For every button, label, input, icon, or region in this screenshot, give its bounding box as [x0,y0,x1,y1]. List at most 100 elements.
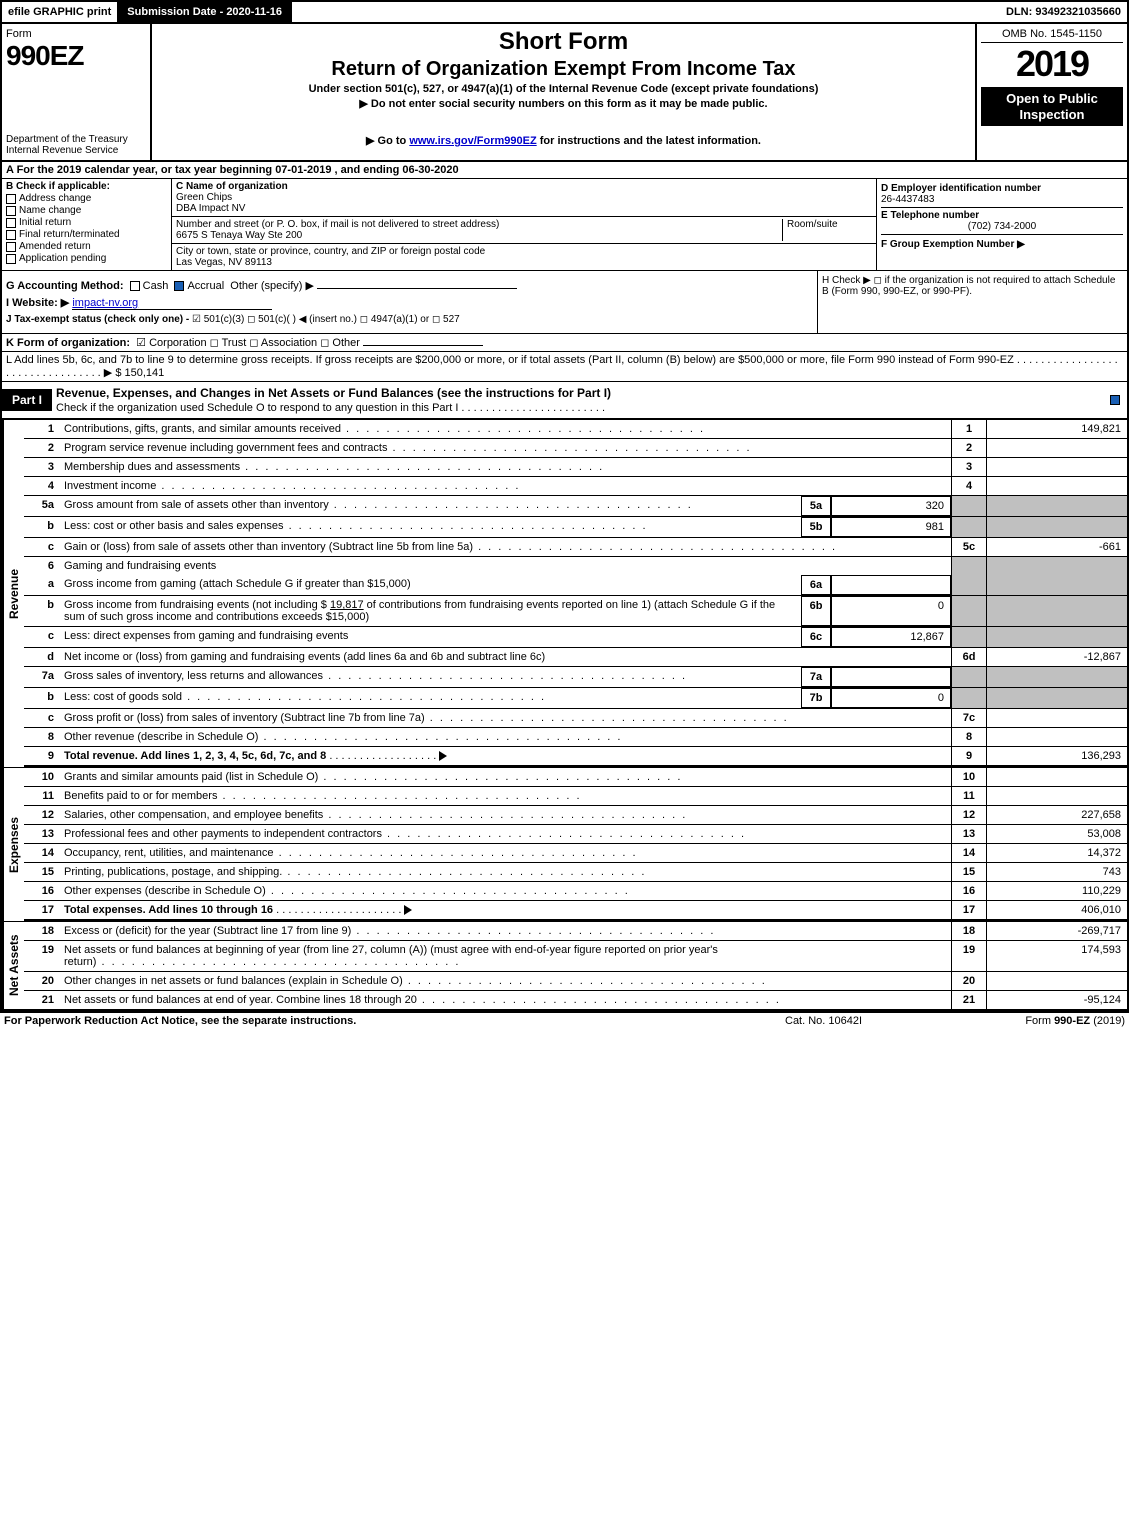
checkbox-icon[interactable] [6,206,16,216]
chk-label: Final return/terminated [19,229,120,240]
right-val-shaded [987,596,1127,626]
row-13: 13 Professional fees and other payments … [24,825,1127,844]
right-num: 7c [951,709,987,727]
mid-num: 7a [801,667,831,687]
right-num: 13 [951,825,987,843]
right-num: 19 [951,941,987,971]
line-num: 7a [24,667,60,687]
checkbox-icon[interactable] [6,230,16,240]
line-desc: Gain or (loss) from sale of assets other… [60,538,951,556]
line-num: 1 [24,420,60,438]
mid-num: 6a [801,575,831,595]
line-desc: Less: cost of goods sold [60,688,801,708]
org-name1: Green Chips [176,192,232,203]
row-15: 15 Printing, publications, postage, and … [24,863,1127,882]
row-6d: d Net income or (loss) from gaming and f… [24,648,1127,667]
right-num-shaded [951,496,987,516]
right-val: 227,658 [987,806,1127,824]
line-num: 14 [24,844,60,862]
line-g: G Accounting Method: Cash Accrual Other … [6,279,813,292]
checkbox-icon[interactable] [6,218,16,228]
checkbox-icon[interactable] [6,254,16,264]
line-desc: Gross amount from sale of assets other t… [60,496,801,516]
j-opts: ☑ 501(c)(3) ◻ 501(c)( ) ◀ (insert no.) ◻… [192,314,460,325]
right-val [987,477,1127,495]
checkbox-icon[interactable] [130,281,140,291]
room-label: Room/suite [787,219,838,230]
row-4: 4 Investment income 4 [24,477,1127,496]
mid-val [831,667,951,687]
website-link[interactable]: impact-nv.org [72,297,272,310]
box-def: D Employer identification number 26-4437… [877,179,1127,270]
goto-link[interactable]: www.irs.gov/Form990EZ [409,135,536,147]
g-accrual: Accrual [187,280,224,292]
page-footer: For Paperwork Reduction Act Notice, see … [0,1011,1129,1029]
row-7b: b Less: cost of goods sold 7b 0 [24,688,1127,709]
line-num: 6 [24,557,60,575]
triangle-icon [404,905,412,915]
right-val: -12,867 [987,648,1127,666]
mid-num: 6c [801,627,831,647]
right-num: 14 [951,844,987,862]
chk-final: Final return/terminated [6,229,167,240]
org-name-row: C Name of organization Green Chips DBA I… [172,179,876,217]
header-right: OMB No. 1545-1150 2019 Open to Public In… [977,24,1127,130]
right-val-shaded [987,557,1127,575]
mid-num: 5a [801,496,831,516]
checkbox-checked-icon[interactable] [1110,395,1120,405]
dept-label: Department of the Treasury [6,134,128,145]
line-desc: Gaming and fundraising events [60,557,951,575]
line-desc: Benefits paid to or for members [60,787,951,805]
line-a: A For the 2019 calendar year, or tax yea… [0,162,1129,179]
short-form-title: Short Form [156,28,971,56]
row-5c: c Gain or (loss) from sale of assets oth… [24,538,1127,557]
expenses-section: Expenses 10 Grants and similar amounts p… [0,768,1129,922]
checkbox-checked-icon[interactable] [174,281,184,291]
right-val: -661 [987,538,1127,556]
right-num: 11 [951,787,987,805]
row-5a: 5a Gross amount from sale of assets othe… [24,496,1127,517]
line-num: 4 [24,477,60,495]
line-num: 12 [24,806,60,824]
line-desc: Membership dues and assessments [60,458,951,476]
checkbox-icon[interactable] [6,194,16,204]
revenue-body: 1 Contributions, gifts, grants, and simi… [24,420,1127,767]
line-num: c [24,538,60,556]
right-num: 1 [951,420,987,438]
checkbox-icon[interactable] [6,242,16,252]
right-num-shaded [951,557,987,575]
line-k: K Form of organization: ☑ Corporation ◻ … [0,333,1129,351]
row-7c: c Gross profit or (loss) from sales of i… [24,709,1127,728]
k-other-input[interactable] [363,345,483,346]
g-other-input[interactable] [317,288,517,289]
i-label: I Website: ▶ [6,297,69,309]
goto-line: ▶ Go to www.irs.gov/Form990EZ for instru… [152,130,977,160]
right-val [987,709,1127,727]
line-desc: Excess or (deficit) for the year (Subtra… [60,922,951,940]
right-num-shaded [951,627,987,647]
addr-row: Number and street (or P. O. box, if mail… [172,217,876,244]
chk-initial: Initial return [6,217,167,228]
dln-label: DLN: 93492321035660 [1000,2,1127,22]
ein-val: 26-4437483 [881,194,934,205]
right-val: 14,372 [987,844,1127,862]
line-num: 16 [24,882,60,900]
chk-address: Address change [6,193,167,204]
box-c: C Name of organization Green Chips DBA I… [172,179,877,270]
addr-val: 6675 S Tenaya Way Ste 200 [176,230,302,241]
form-number: 990EZ [6,40,146,72]
line-desc: Net assets or fund balances at beginning… [60,941,951,971]
netassets-section: Net Assets 18 Excess or (deficit) for th… [0,922,1129,1011]
chk-name: Name change [6,205,167,216]
right-num: 5c [951,538,987,556]
mid-val: 0 [831,596,951,626]
right-val-shaded [987,627,1127,647]
chk-label: Initial return [19,217,71,228]
line-num: 15 [24,863,60,881]
header-center: Short Form Return of Organization Exempt… [152,24,977,130]
tel-label: E Telephone number [881,210,979,221]
row-9: 9 Total revenue. Add lines 1, 2, 3, 4, 5… [24,747,1127,767]
row-6a: a Gross income from gaming (attach Sched… [24,575,1127,596]
right-val [987,972,1127,990]
netassets-side-label: Net Assets [2,922,24,1009]
